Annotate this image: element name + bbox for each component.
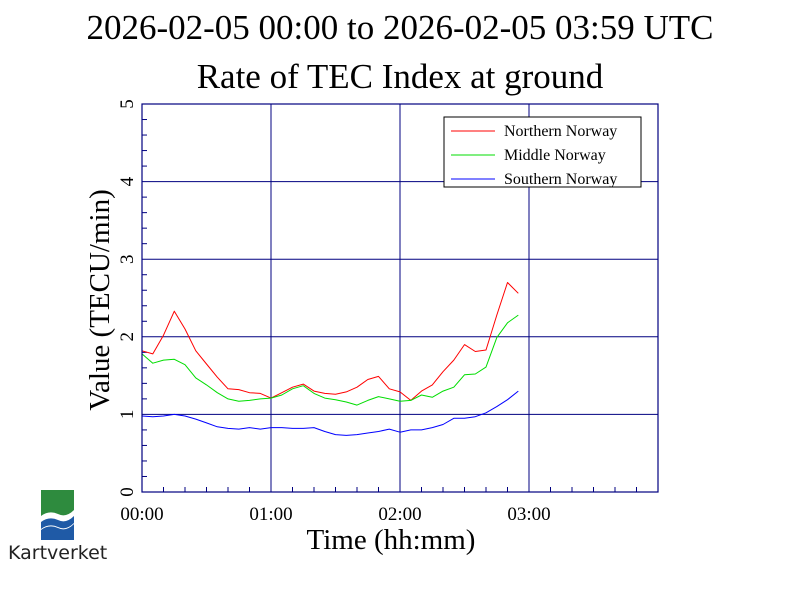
kartverket-logo: Kartverket — [8, 490, 107, 564]
x-tick-label: 01:00 — [249, 504, 292, 525]
x-tick-label: 00:00 — [120, 504, 163, 525]
chart-title: 2026-02-05 00:00 to 2026-02-05 03:59 UTC — [86, 8, 713, 47]
y-tick-label: 0 — [117, 487, 138, 497]
axis-ticks — [142, 119, 637, 492]
series-line-southern-norway — [141, 390, 519, 436]
x-tick-label: 03:00 — [507, 504, 550, 525]
legend-label: Southern Norway — [504, 171, 617, 188]
x-axis-title: Time (hh:mm) — [307, 524, 476, 556]
y-tick-label: 3 — [117, 254, 138, 264]
series-lines — [141, 282, 519, 436]
series-line-northern-norway — [141, 282, 519, 401]
kartverket-logo-icon — [41, 490, 74, 540]
series-line-middle-norway — [141, 314, 519, 406]
x-tick-label: 02:00 — [378, 504, 421, 525]
legend-label: Middle Norway — [504, 147, 606, 164]
y-tick-label: 1 — [117, 410, 138, 420]
y-tick-label: 2 — [117, 332, 138, 342]
legend-label: Northern Norway — [504, 123, 617, 140]
legend: Northern Norway Middle Norway Southern Nor… — [443, 116, 642, 188]
chart-subtitle: Rate of TEC Index at ground — [197, 57, 604, 96]
y-tick-label: 4 — [117, 176, 138, 186]
logo-text: Kartverket — [8, 542, 107, 564]
tick-labels: 00:00 01:00 02:00 03:00 0 1 2 3 4 5 — [117, 99, 551, 525]
plot-frame — [141, 103, 659, 493]
legend-box — [443, 116, 642, 188]
y-axis-title: Value (TECU/min) — [84, 189, 116, 410]
y-tick-label: 5 — [117, 99, 138, 109]
